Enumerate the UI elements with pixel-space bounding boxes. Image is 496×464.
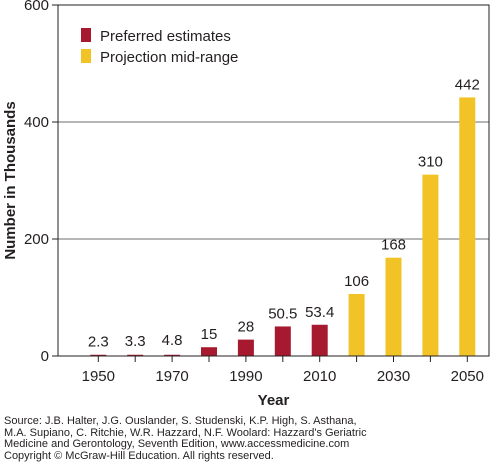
x-tick-label: 1970 xyxy=(155,368,188,385)
bar xyxy=(348,293,365,356)
bar-value-label: 4.8 xyxy=(162,332,183,349)
bar xyxy=(422,174,439,356)
legend-label-projection: Projection mid-range xyxy=(100,49,238,66)
bar xyxy=(459,97,476,357)
legend-label-preferred: Preferred estimates xyxy=(100,28,231,45)
bar-value-label: 442 xyxy=(455,76,480,93)
y-axis: 0 200 400 600 xyxy=(24,0,58,365)
bar-value-label: 50.5 xyxy=(268,305,297,322)
source-line: M.A. Supiano, C. Ritchie, W.R. Hazzard, … xyxy=(4,426,367,439)
source-line: Medicine and Gerontology, Seventh Editio… xyxy=(4,438,350,451)
y-tick-label: 200 xyxy=(24,231,49,248)
source-citation: Source: J.B. Halter, J.G. Ouslander, S. … xyxy=(4,415,494,462)
x-tick-label: 2010 xyxy=(303,368,336,385)
y-tick-label: 600 xyxy=(24,0,49,14)
bar-value-label: 168 xyxy=(381,237,406,254)
legend-swatch-preferred xyxy=(81,28,91,42)
bar-value-label: 15 xyxy=(201,326,218,343)
bars xyxy=(90,97,476,357)
x-tick-label: 2030 xyxy=(377,368,410,385)
x-tick-label: 1990 xyxy=(229,368,262,385)
bar xyxy=(237,339,254,356)
bar xyxy=(311,324,328,356)
bar xyxy=(201,347,217,356)
x-tick-label: 1950 xyxy=(82,368,115,385)
bar-value-labels: 2.3 3.3 4.8 15 28 50.5 53.4 106 168 310 442 xyxy=(88,76,480,350)
bar-value-label: 2.3 xyxy=(88,334,109,351)
bar-value-label: 310 xyxy=(418,154,443,171)
x-axis: 1950 1970 1990 2010 2030 2050 xyxy=(82,356,484,385)
bar-value-label: 53.4 xyxy=(305,304,334,321)
y-axis-title: Number in Thousands xyxy=(2,101,19,259)
legend-swatch-projection xyxy=(81,49,91,63)
x-axis-title: Year xyxy=(258,392,290,409)
bar-value-label: 106 xyxy=(344,273,369,290)
source-line: Copyright © McGraw-Hill Education. All r… xyxy=(4,449,274,462)
bar xyxy=(274,326,291,356)
source-line: Source: J.B. Halter, J.G. Ouslander, S. … xyxy=(4,415,357,427)
bar-value-label: 3.3 xyxy=(125,333,146,350)
y-tick-label: 400 xyxy=(24,114,49,131)
gridlines xyxy=(58,121,489,240)
x-tick-label: 2050 xyxy=(451,368,484,385)
bar xyxy=(385,257,402,356)
y-tick-label: 0 xyxy=(41,348,49,365)
bar-chart: 2.3 3.3 4.8 15 28 50.5 53.4 106 168 310 442 0 200 40… xyxy=(2,0,490,409)
plot-area-frame xyxy=(57,4,490,357)
legend: Preferred estimates Projection mid-range xyxy=(81,28,238,66)
bar-value-label: 28 xyxy=(238,319,255,336)
